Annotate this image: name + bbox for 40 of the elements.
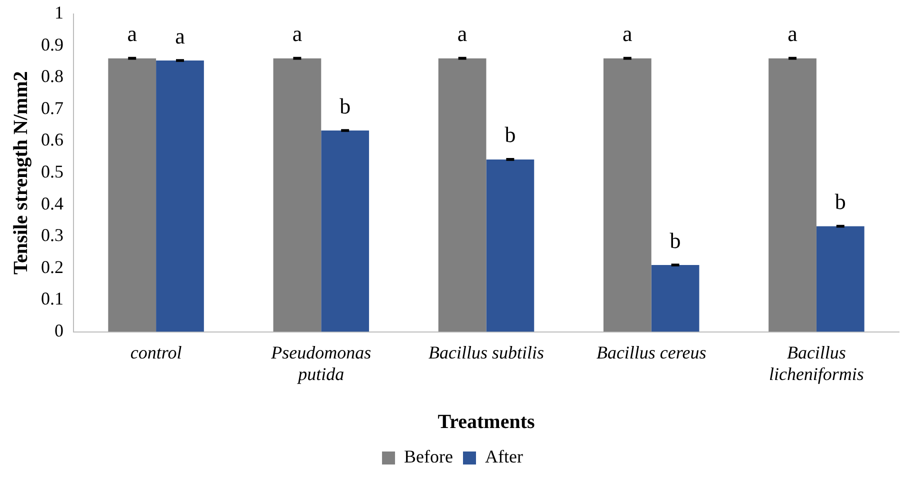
- bar: [273, 58, 322, 332]
- bar: [321, 130, 370, 332]
- annotation: a: [788, 21, 798, 46]
- y-tick-label: 0.5: [41, 162, 64, 182]
- x-tick-label: Bacillus cereus: [596, 342, 706, 362]
- annotation: b: [834, 189, 846, 214]
- x-tick-label: Pseudomonas putida: [270, 342, 372, 384]
- annotation: a: [622, 21, 633, 46]
- annotation: a: [175, 23, 186, 48]
- y-tick-label: 0: [54, 320, 64, 341]
- annotation: a: [292, 21, 302, 46]
- bar: [156, 60, 204, 332]
- bar: [108, 58, 156, 332]
- annotation: a: [457, 21, 468, 46]
- y-tick-label: 0.4: [41, 193, 64, 214]
- y-tick-label: 0.7: [41, 98, 64, 118]
- bar: [768, 58, 816, 332]
- legend-label: Before: [404, 446, 454, 467]
- x-tick-label: Bacillus licheniformis: [768, 342, 864, 384]
- annotation: a: [127, 21, 138, 46]
- x-tick-label: control: [130, 342, 182, 362]
- bar: [603, 58, 652, 332]
- y-tick-label: 1: [54, 2, 64, 23]
- bar: [486, 159, 534, 332]
- annotation: b: [670, 228, 681, 253]
- annotation: b: [340, 93, 351, 118]
- annotation: b: [504, 122, 516, 148]
- y-tick-label: 0.6: [41, 130, 64, 150]
- y-tick-label: 0.2: [41, 256, 64, 277]
- bar: [816, 226, 864, 332]
- y-tick-label: 0.1: [41, 288, 64, 309]
- legend-label: After: [485, 446, 523, 467]
- x-tick-label: Bacillus subtilis: [428, 342, 544, 362]
- y-tick-label: 0.8: [41, 66, 64, 86]
- y-axis-title: Tensile strength N/mm2: [10, 71, 32, 274]
- y-tick-label: 0.3: [41, 225, 64, 246]
- y-tick-label: 0.9: [41, 34, 64, 54]
- x-axis-title: Treatments: [438, 411, 535, 434]
- bar: [438, 58, 486, 332]
- bar: [651, 265, 700, 332]
